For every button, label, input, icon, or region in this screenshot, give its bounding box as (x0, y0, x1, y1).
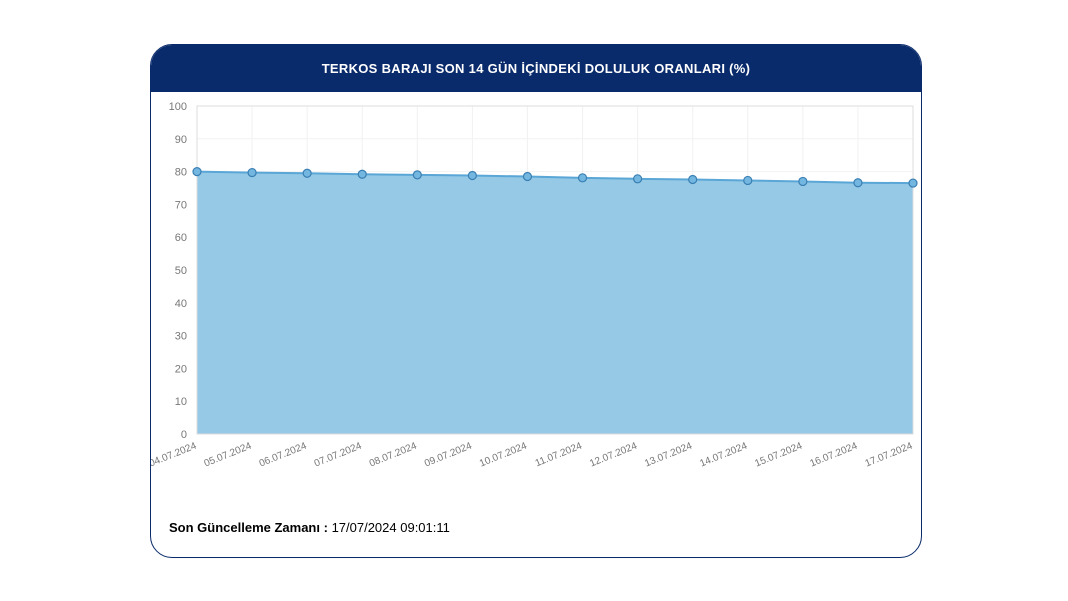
data-point (689, 175, 697, 183)
y-tick-label: 30 (175, 331, 187, 343)
chart-card: TERKOS BARAJI SON 14 GÜN İÇİNDEKİ DOLULU… (150, 44, 922, 558)
y-tick-label: 70 (175, 199, 187, 211)
data-point (468, 172, 476, 180)
footer-label: Son Güncelleme Zamanı : (169, 520, 328, 535)
card-title: TERKOS BARAJI SON 14 GÜN İÇİNDEKİ DOLULU… (151, 45, 921, 92)
data-point (799, 177, 807, 185)
y-tick-label: 50 (175, 265, 187, 277)
data-point (909, 179, 917, 187)
data-point (413, 171, 421, 179)
y-tick-label: 0 (181, 429, 187, 441)
area-chart: 010203040506070809010004.07.202405.07.20… (151, 92, 921, 498)
footer-value: 17/07/2024 09:01:11 (332, 520, 450, 535)
y-tick-label: 90 (175, 134, 187, 146)
data-point (303, 169, 311, 177)
data-point (634, 175, 642, 183)
data-point (193, 168, 201, 176)
y-tick-label: 20 (175, 363, 187, 375)
data-point (248, 169, 256, 177)
y-tick-label: 80 (175, 167, 187, 179)
data-point (744, 176, 752, 184)
y-tick-label: 60 (175, 232, 187, 244)
data-point (579, 174, 587, 182)
series-area (197, 172, 913, 434)
data-point (523, 173, 531, 181)
data-point (358, 170, 366, 178)
y-tick-label: 40 (175, 298, 187, 310)
chart-area: 010203040506070809010004.07.202405.07.20… (151, 92, 921, 498)
data-point (854, 179, 862, 187)
footer: Son Güncelleme Zamanı : 17/07/2024 09:01… (151, 498, 921, 556)
page: TERKOS BARAJI SON 14 GÜN İÇİNDEKİ DOLULU… (0, 0, 1068, 601)
y-tick-label: 100 (169, 101, 187, 113)
y-tick-label: 10 (175, 396, 187, 408)
